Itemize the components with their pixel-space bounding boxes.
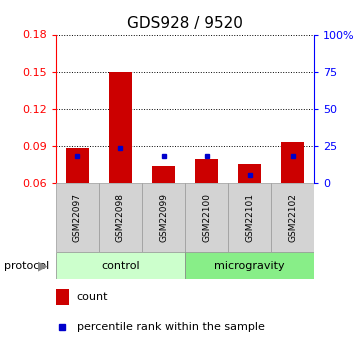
Bar [185, 252, 314, 279]
Bar [238, 164, 261, 183]
Text: GSM22102: GSM22102 [288, 193, 297, 242]
Text: GSM22100: GSM22100 [202, 193, 211, 242]
Bar [109, 72, 132, 183]
Title: GDS928 / 9520: GDS928 / 9520 [127, 16, 243, 31]
Bar [152, 166, 175, 183]
Bar [195, 159, 218, 183]
Bar [185, 183, 228, 252]
Text: count: count [77, 292, 108, 302]
Bar [56, 183, 99, 252]
Text: protocol: protocol [4, 261, 49, 270]
Bar [228, 183, 271, 252]
Bar [56, 289, 69, 305]
Text: GSM22101: GSM22101 [245, 193, 254, 242]
Text: GSM22097: GSM22097 [73, 193, 82, 242]
Bar [66, 148, 89, 183]
Bar [281, 142, 304, 183]
Bar [99, 183, 142, 252]
Text: microgravity: microgravity [214, 261, 285, 270]
Text: GSM22099: GSM22099 [159, 193, 168, 242]
Bar [142, 183, 185, 252]
Bar [271, 183, 314, 252]
Text: control: control [101, 261, 140, 270]
Text: GSM22098: GSM22098 [116, 193, 125, 242]
Text: percentile rank within the sample: percentile rank within the sample [77, 322, 265, 332]
Bar [56, 252, 185, 279]
Text: ▶: ▶ [38, 259, 47, 272]
